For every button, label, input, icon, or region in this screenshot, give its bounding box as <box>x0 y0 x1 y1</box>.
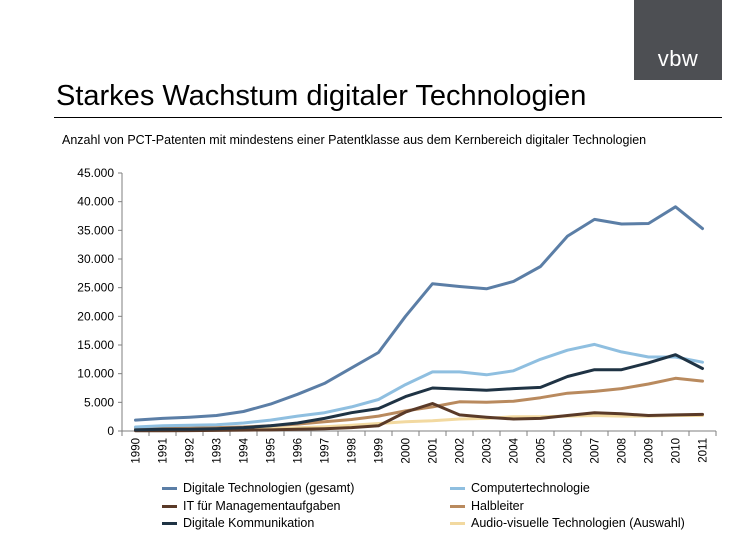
x-tick-label: 2004 <box>509 437 521 463</box>
legend-swatch <box>450 521 465 525</box>
x-tick-label: 1993 <box>212 438 224 464</box>
x-tick-label: 2009 <box>644 438 656 464</box>
legend-swatch <box>450 486 465 490</box>
y-tick-label: 5.000 <box>84 395 114 409</box>
series-line <box>134 205 704 422</box>
legend-label: Halbleiter <box>471 499 524 513</box>
y-tick-label: 20.000 <box>77 309 114 323</box>
legend-swatch <box>450 504 465 508</box>
x-tick-label: 2006 <box>563 438 575 464</box>
x-tick-label: 2000 <box>401 438 413 464</box>
x-tick-label: 2003 <box>482 438 494 464</box>
x-tick-label: 2001 <box>428 438 440 464</box>
y-tick-label: 15.000 <box>77 338 114 352</box>
x-tick-label: 1991 <box>158 438 170 464</box>
title-divider <box>54 117 722 118</box>
x-tick-label: 2008 <box>617 438 629 464</box>
legend-item: Audio-visuelle Technologien (Auswahl) <box>450 516 685 530</box>
x-tick-label: 1996 <box>293 438 305 464</box>
series-line <box>134 402 704 433</box>
legend-swatch <box>162 504 177 508</box>
legend-item: Digitale Technologien (gesamt) <box>162 481 354 495</box>
x-tick-label: 2002 <box>455 438 467 464</box>
legend-label: Digitale Kommunikation <box>183 516 315 530</box>
legend-label: Audio-visuelle Technologien (Auswahl) <box>471 516 685 530</box>
legend-label: Digitale Technologien (gesamt) <box>183 481 355 495</box>
legend-item: Computertechnologie <box>450 481 590 495</box>
x-tick-label: 2010 <box>671 438 683 464</box>
y-tick-label: 35.000 <box>77 223 114 237</box>
x-tick-label: 1990 <box>131 438 143 464</box>
x-tick-label: 1992 <box>185 438 197 464</box>
x-tick-label: 2011 <box>698 438 710 463</box>
y-tick-label: 25.000 <box>77 281 114 295</box>
x-tick-label: 2007 <box>590 438 602 464</box>
series-line <box>134 353 704 432</box>
legend-label: Computertechnologie <box>471 481 590 495</box>
chart-subtitle: Anzahl von PCT-Patenten mit mindestens e… <box>62 133 647 147</box>
legend-swatch <box>162 521 177 525</box>
x-tick-label: 1995 <box>266 438 278 464</box>
x-tick-label: 2005 <box>536 438 548 464</box>
y-tick-label: 40.000 <box>77 195 114 209</box>
x-tick-label: 1999 <box>374 438 386 464</box>
vbw-logo: vbw <box>634 0 722 80</box>
series-line <box>134 342 704 429</box>
page-title: Starkes Wachstum digitaler Technologien <box>56 80 587 112</box>
x-tick-label: 1997 <box>320 438 332 464</box>
legend-item: Digitale Kommunikation <box>162 516 314 530</box>
y-tick-label: 45.000 <box>77 166 114 180</box>
y-tick-label: 30.000 <box>77 252 114 266</box>
legend-label: IT für Managementaufgaben <box>183 499 341 513</box>
legend-item: IT für Managementaufgaben <box>162 499 341 513</box>
legend-swatch <box>162 486 177 490</box>
x-tick-label: 1998 <box>347 438 359 464</box>
y-tick-label: 10.000 <box>77 367 114 381</box>
legend-item: Halbleiter <box>450 499 524 513</box>
y-tick-label: 0 <box>107 424 114 438</box>
logo-text: vbw <box>657 46 699 71</box>
x-tick-label: 1994 <box>239 437 251 463</box>
